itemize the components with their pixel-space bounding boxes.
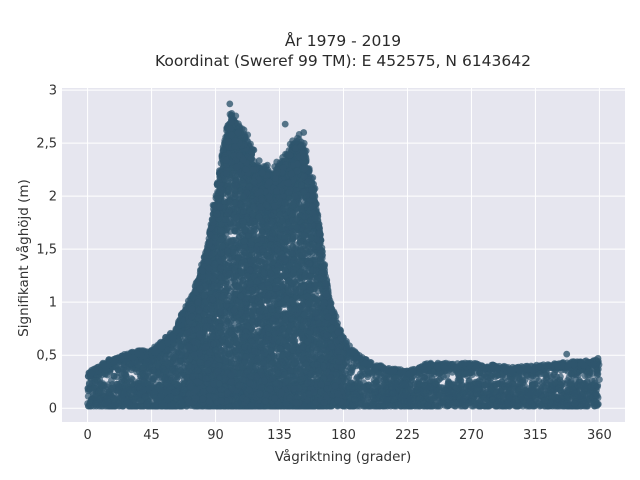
data-points (84, 100, 603, 410)
data-point (443, 372, 451, 379)
data-point (168, 346, 176, 354)
